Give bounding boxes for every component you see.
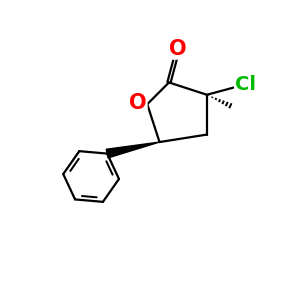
Text: Cl: Cl bbox=[235, 75, 256, 94]
Polygon shape bbox=[106, 142, 160, 158]
Text: O: O bbox=[129, 93, 147, 113]
Text: O: O bbox=[169, 39, 187, 59]
